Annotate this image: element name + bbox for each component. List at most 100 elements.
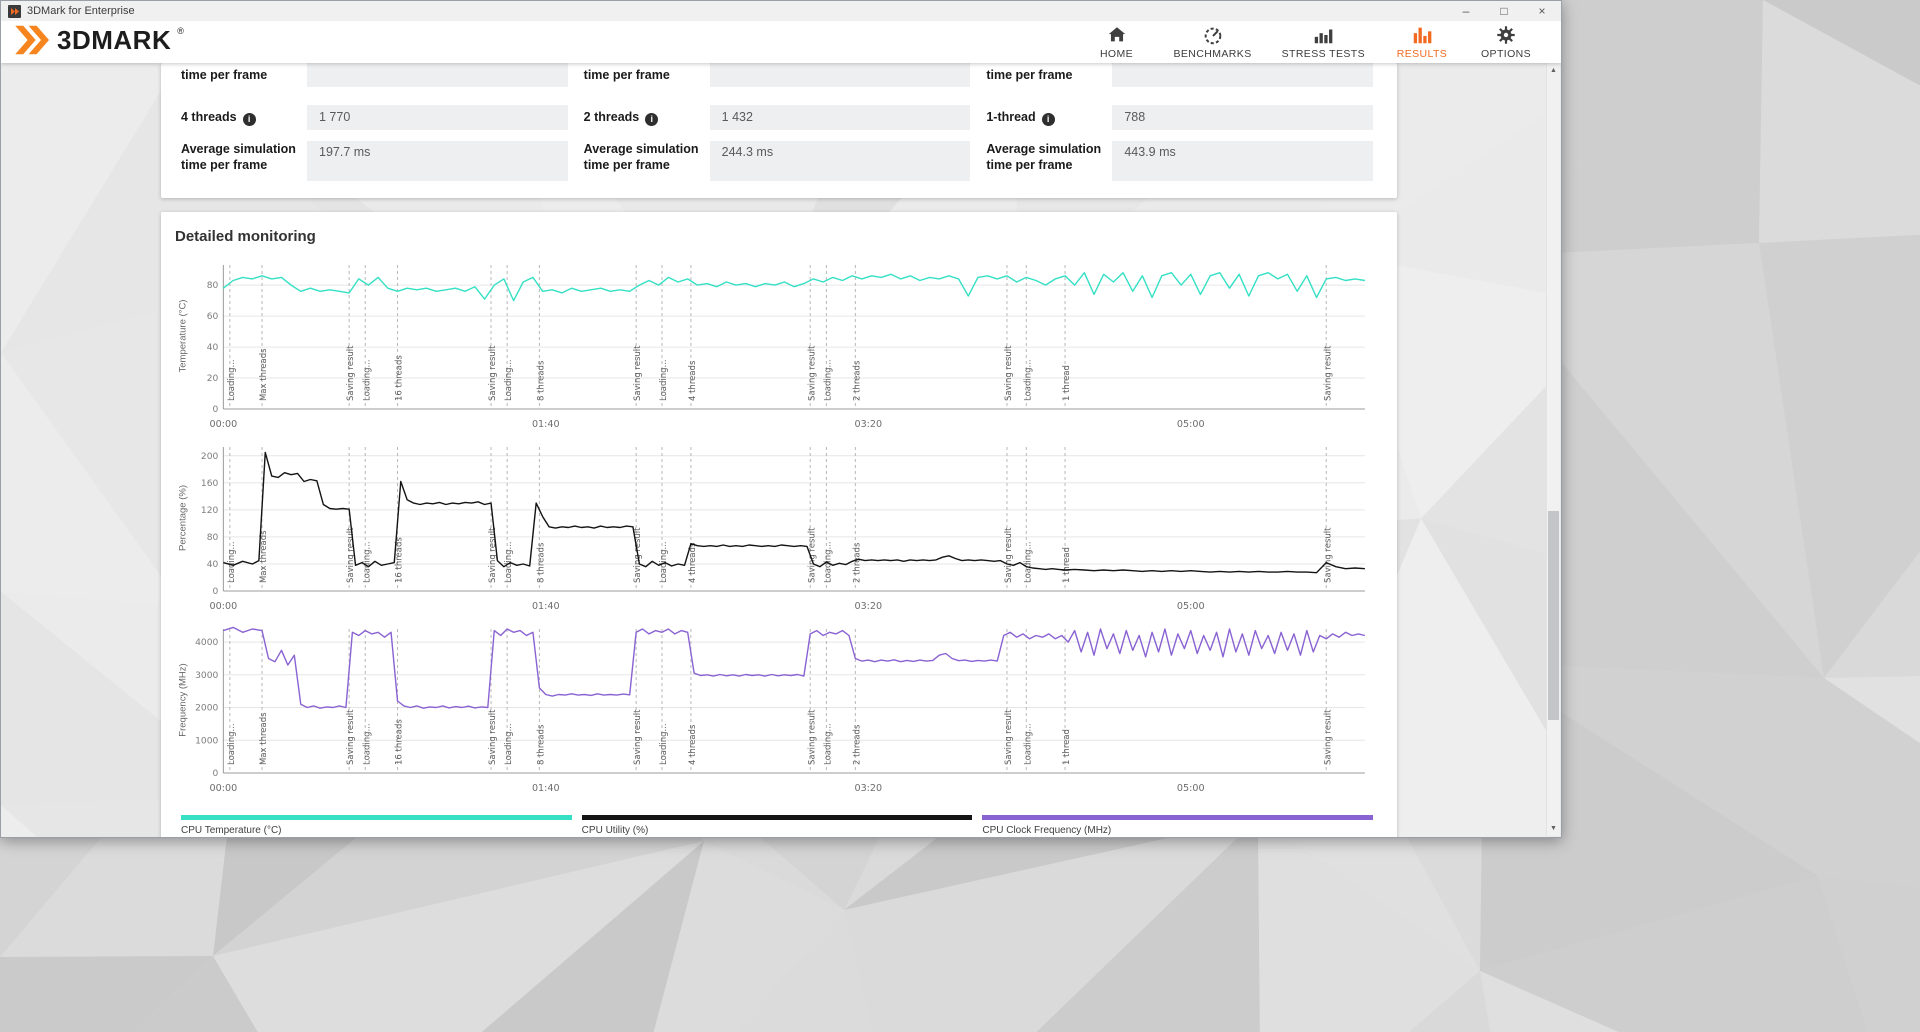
result-value-field — [307, 63, 568, 87]
nav-item-home[interactable]: HOME — [1090, 24, 1144, 60]
svg-text:Loading...: Loading... — [1023, 359, 1033, 401]
monitoring-title: Detailed monitoring — [175, 228, 1373, 245]
svg-text:1 thread: 1 thread — [1062, 365, 1072, 401]
result-label: 4 threads — [181, 109, 307, 126]
svg-text:00:00: 00:00 — [210, 601, 238, 612]
window-controls: – □ × — [1447, 1, 1561, 21]
nav-label: OPTIONS — [1481, 48, 1531, 60]
y-axis-label: Temperature (°C) — [173, 259, 193, 435]
nav-item-options[interactable]: OPTIONS — [1479, 24, 1533, 60]
legend-color-bar — [582, 815, 973, 820]
svg-text:Loading...: Loading... — [504, 723, 514, 765]
scrollbar-thumb[interactable] — [1548, 511, 1559, 720]
svg-text:2 threads: 2 threads — [852, 724, 862, 765]
nav-label: STRESS TESTS — [1282, 48, 1365, 60]
svg-text:1 thread: 1 thread — [1062, 547, 1072, 583]
app-window: 3DMark for Enterprise – □ × 3DMARK ® HOM… — [0, 0, 1562, 838]
svg-text:Loading...: Loading... — [659, 541, 669, 583]
content-area: time per frame 4 threads 1 770 Average s… — [1, 63, 1549, 837]
svg-text:Saving result: Saving result — [633, 345, 643, 401]
minimize-button[interactable]: – — [1447, 1, 1485, 21]
y-axis-label: Percentage (%) — [173, 441, 193, 617]
result-label: time per frame — [986, 67, 1112, 83]
nav-item-results[interactable]: RESULTS — [1395, 24, 1449, 60]
nav-item-benchmarks[interactable]: BENCHMARKS — [1174, 24, 1252, 60]
result-label: 2 threads — [584, 109, 710, 126]
svg-text:Loading...: Loading... — [823, 359, 833, 401]
svg-text:01:40: 01:40 — [532, 783, 560, 794]
info-icon[interactable] — [645, 113, 658, 126]
result-value-field: 443.9 ms — [1112, 141, 1373, 181]
svg-text:Loading...: Loading... — [227, 359, 237, 401]
svg-text:2 threads: 2 threads — [852, 360, 862, 401]
svg-text:Loading...: Loading... — [227, 723, 237, 765]
svg-text:03:20: 03:20 — [854, 601, 882, 612]
result-value-field: 1 770 — [307, 105, 568, 130]
scroll-down-arrow-icon[interactable]: ▼ — [1547, 821, 1560, 836]
nav-item-stress-tests[interactable]: STRESS TESTS — [1282, 24, 1365, 60]
svg-text:Loading...: Loading... — [227, 541, 237, 583]
svg-text:03:20: 03:20 — [854, 419, 882, 430]
svg-text:4000: 4000 — [195, 638, 218, 648]
svg-text:2 threads: 2 threads — [852, 542, 862, 583]
result-column-2-threads: time per frame 2 threads 1 432 Average s… — [584, 63, 971, 181]
result-column-4-threads: time per frame 4 threads 1 770 Average s… — [181, 63, 568, 181]
svg-text:Saving result: Saving result — [488, 709, 498, 765]
scrollbar[interactable]: ▲ ▼ — [1546, 63, 1560, 836]
legend-color-bar — [982, 815, 1373, 820]
svg-text:20: 20 — [207, 374, 219, 384]
svg-text:Loading...: Loading... — [362, 359, 372, 401]
scroll-up-arrow-icon[interactable]: ▲ — [1547, 63, 1560, 78]
svg-text:80: 80 — [207, 281, 219, 291]
result-value-field: 197.7 ms — [307, 141, 568, 181]
cpu-utility-chart-canvas: 04080120160200Loading...Max threadsSavin… — [193, 441, 1373, 617]
svg-text:200: 200 — [201, 452, 219, 462]
svg-text:120: 120 — [201, 506, 219, 516]
result-value-field: 788 — [1112, 105, 1373, 130]
cpu-utility-chart: Percentage (%) 04080120160200Loading...M… — [173, 441, 1373, 617]
svg-text:8 threads: 8 threads — [536, 542, 546, 583]
svg-text:60: 60 — [207, 312, 219, 322]
svg-text:Saving result: Saving result — [807, 345, 817, 401]
main-nav: HOME BENCHMARKS STRESS TESTS RESULTS — [1090, 24, 1534, 60]
maximize-button[interactable]: □ — [1485, 1, 1523, 21]
svg-text:Saving result: Saving result — [346, 709, 356, 765]
nav-label: RESULTS — [1397, 48, 1447, 60]
svg-text:0: 0 — [213, 587, 219, 597]
svg-text:00:00: 00:00 — [210, 783, 238, 794]
svg-text:00:00: 00:00 — [210, 419, 238, 430]
info-icon[interactable] — [1042, 113, 1055, 126]
svg-text:Loading...: Loading... — [504, 359, 514, 401]
nav-label: HOME — [1100, 48, 1133, 60]
svg-text:4 threads: 4 threads — [688, 360, 698, 401]
svg-text:2000: 2000 — [195, 704, 218, 714]
close-button[interactable]: × — [1523, 1, 1561, 21]
svg-text:Loading...: Loading... — [659, 723, 669, 765]
gear-icon — [1495, 24, 1517, 46]
svg-text:Loading...: Loading... — [1023, 723, 1033, 765]
svg-text:0: 0 — [213, 405, 219, 415]
svg-text:Saving result: Saving result — [1004, 709, 1014, 765]
window-title: 3DMark for Enterprise — [27, 5, 135, 17]
svg-text:40: 40 — [207, 343, 219, 353]
results-bars-icon — [1411, 24, 1433, 46]
result-value-field — [710, 63, 971, 87]
result-label: Average simulation time per frame — [584, 141, 710, 181]
gauge-icon — [1202, 24, 1224, 46]
monitoring-card: Detailed monitoring Temperature (°C) 0 20… — [161, 212, 1397, 837]
svg-text:1 thread: 1 thread — [1062, 729, 1072, 765]
brand-name: 3DMARK — [57, 24, 171, 56]
svg-text:160: 160 — [201, 479, 219, 489]
home-icon — [1106, 24, 1128, 46]
svg-text:Max threads: Max threads — [259, 348, 269, 401]
frequency-chart-canvas: 01000200030004000Loading...Max threadsSa… — [193, 623, 1373, 799]
svg-text:Saving result: Saving result — [1004, 527, 1014, 583]
info-icon[interactable] — [243, 113, 256, 126]
svg-text:Max threads: Max threads — [259, 712, 269, 765]
svg-text:05:00: 05:00 — [1177, 419, 1205, 430]
svg-text:Saving result: Saving result — [807, 527, 817, 583]
result-label: 1-thread — [986, 109, 1112, 126]
result-label: Average simulation time per frame — [181, 141, 307, 181]
svg-text:40: 40 — [207, 560, 219, 570]
legend-item-frequency: CPU Clock Frequency (MHz) — [982, 815, 1373, 836]
